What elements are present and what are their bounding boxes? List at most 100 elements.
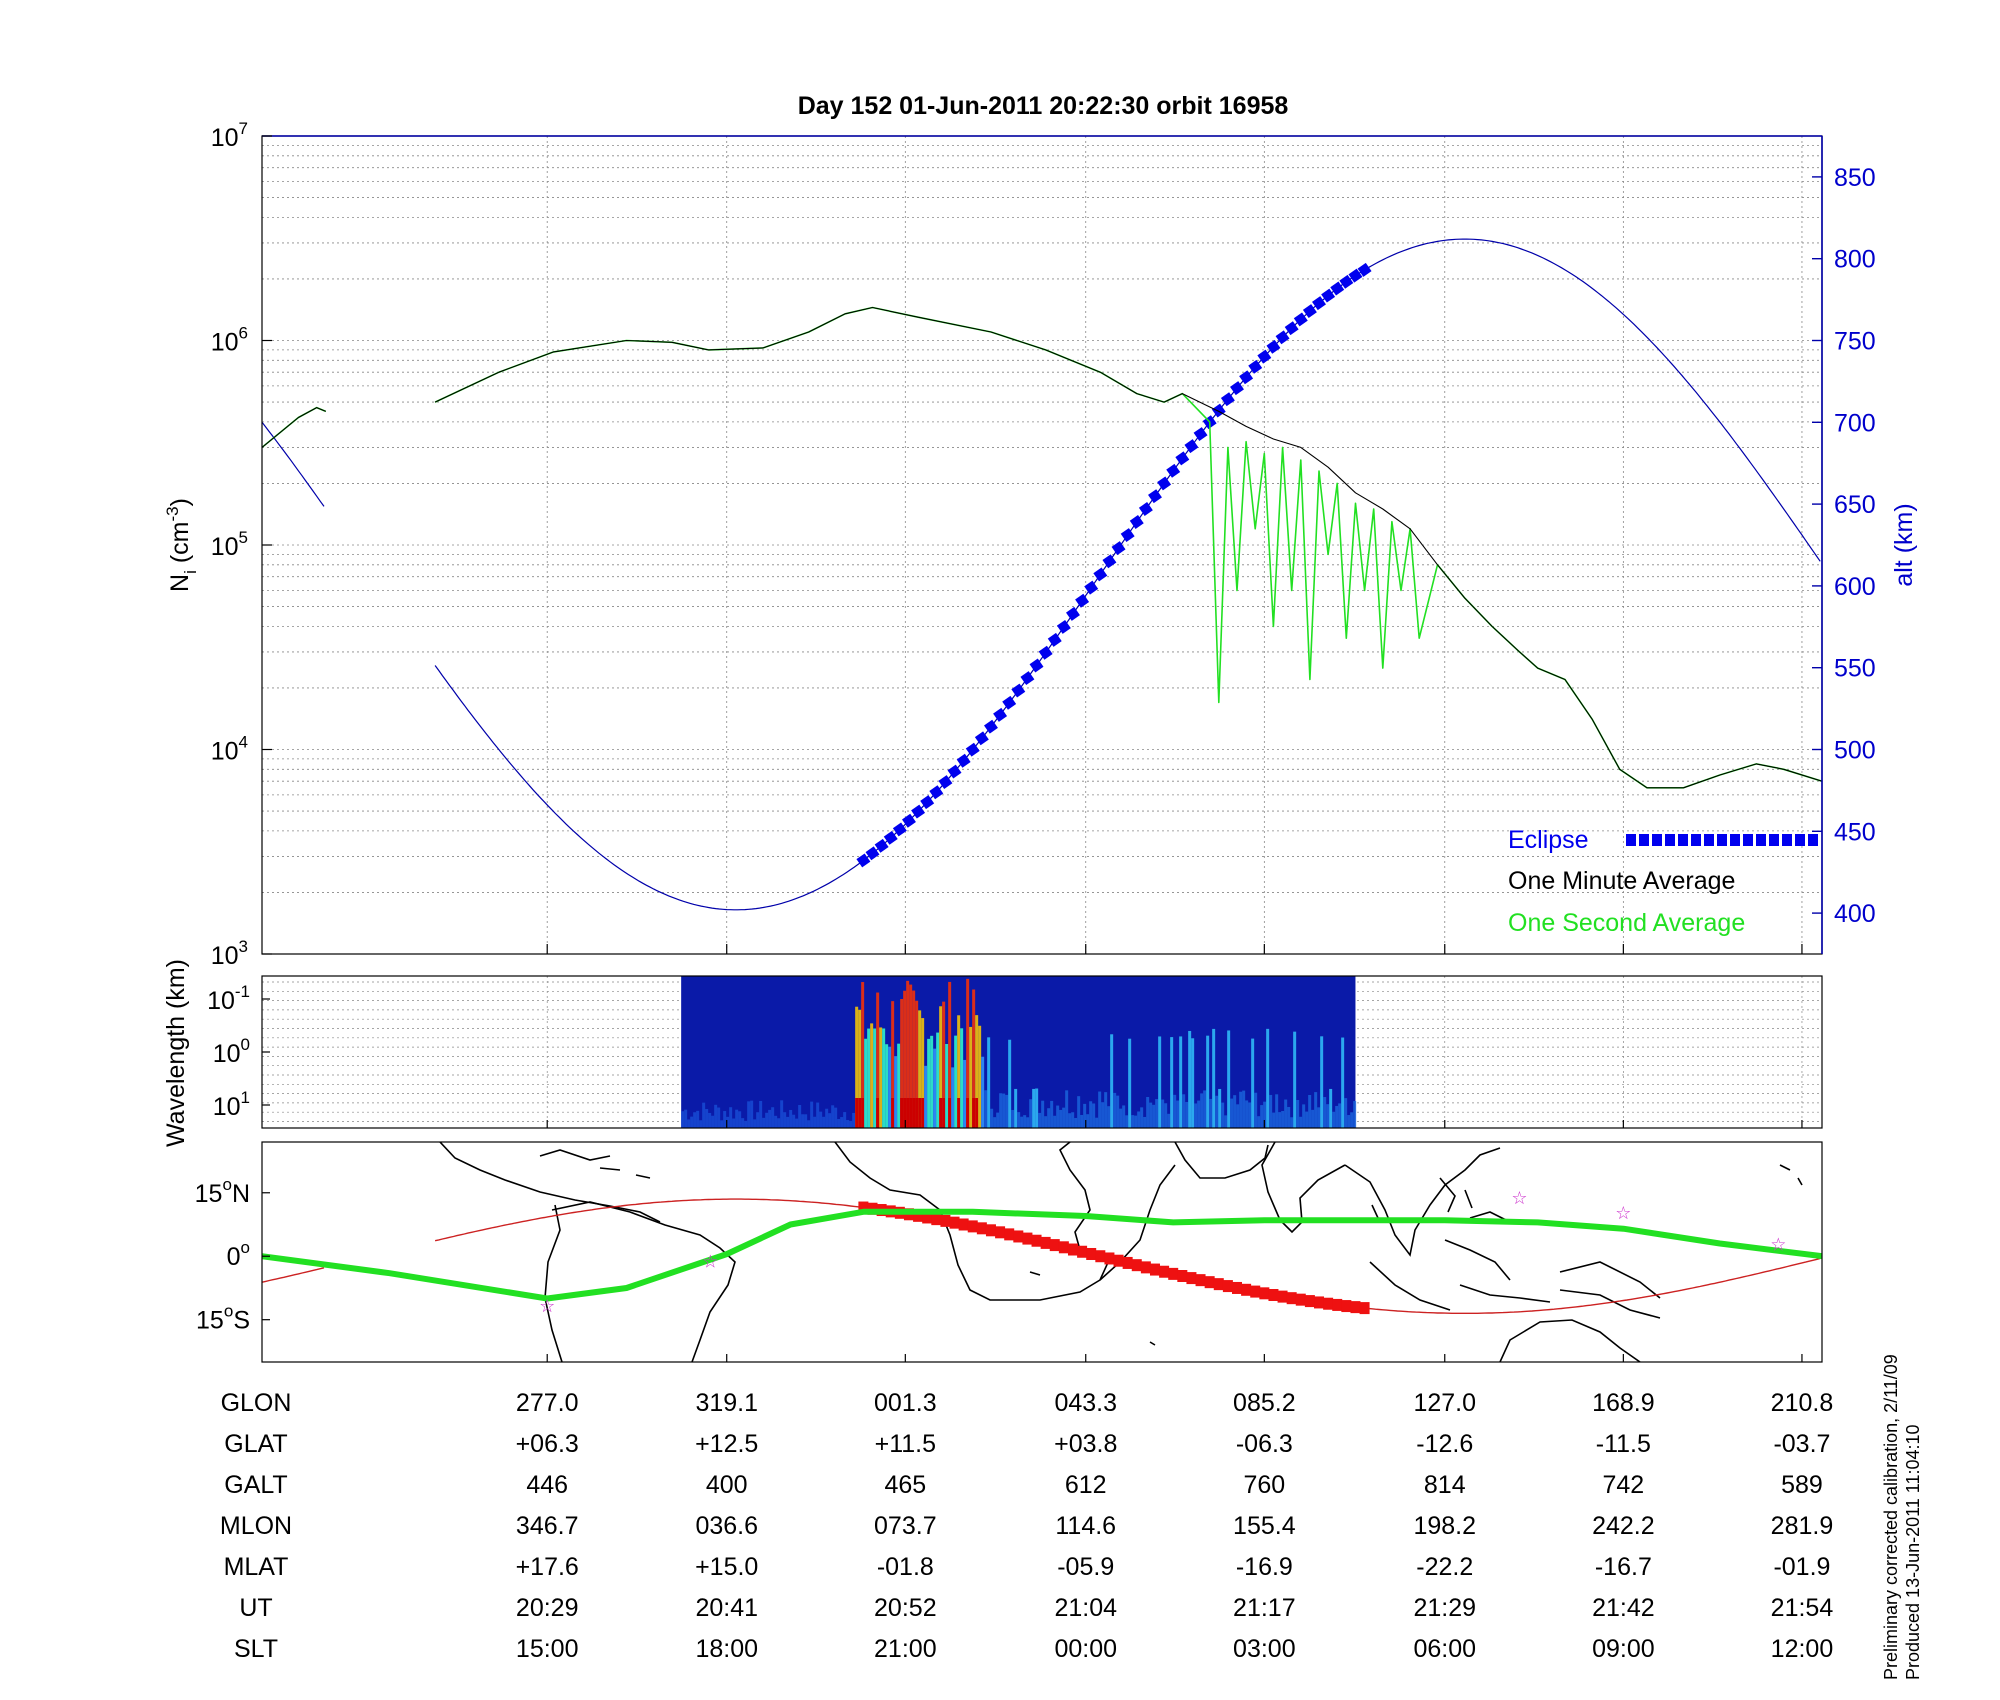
spectrogram-column xyxy=(816,1102,820,1128)
eclipse-marker xyxy=(874,838,889,853)
spectrogram-column xyxy=(801,1114,805,1128)
legend-eclipse-dot xyxy=(1769,834,1779,846)
spectrogram-column xyxy=(693,1112,697,1128)
spectrogram-column xyxy=(867,1028,871,1128)
one-minute-average-line xyxy=(262,306,1822,789)
eclipse-marker xyxy=(1047,632,1062,647)
spectrogram-column xyxy=(1248,1102,1252,1128)
spectrogram-column xyxy=(999,1093,1003,1128)
spectrogram-column xyxy=(717,1107,721,1128)
spectrogram-column xyxy=(948,981,952,1128)
map-eclipse-marker xyxy=(1159,1265,1170,1278)
altitude-segment xyxy=(262,421,325,507)
eclipse-marker xyxy=(1038,645,1053,660)
spectrogram-column xyxy=(810,1101,814,1128)
map-eclipse-marker xyxy=(1168,1267,1179,1280)
spectrogram-column xyxy=(909,984,913,1128)
map-eclipse-marker xyxy=(1213,1278,1224,1291)
spectrogram-column xyxy=(1110,1034,1114,1128)
spectrogram-column xyxy=(1155,1099,1159,1128)
density-panel: 103 104 105 106 107 400 450 500 550 600 650 700 750… xyxy=(163,119,1918,970)
spectrogram-column xyxy=(1335,1105,1339,1128)
spectrogram-column xyxy=(990,1108,994,1128)
spectrogram-column xyxy=(885,1044,889,1128)
spectrogram-column xyxy=(1035,1088,1039,1128)
spectrogram-column xyxy=(1338,1103,1342,1128)
spectrogram-column xyxy=(888,1046,892,1128)
legend-eclipse-dot xyxy=(1808,834,1818,846)
spectrogram-column xyxy=(1320,1036,1324,1128)
eclipse-marker xyxy=(911,804,926,819)
spectrogram-column xyxy=(1173,1094,1177,1128)
eclipse-marker xyxy=(856,853,871,868)
spectrogram-column xyxy=(1323,1097,1327,1128)
table-cell: 612 xyxy=(1065,1471,1107,1499)
spectrogram-column xyxy=(1296,1099,1300,1128)
spectrogram-column xyxy=(918,1010,922,1128)
spectrogram-column xyxy=(1275,1094,1279,1128)
spectrogram-column xyxy=(1341,1037,1345,1128)
spectrogram-column xyxy=(690,1116,694,1128)
spectrogram-column xyxy=(843,1112,847,1128)
map-eclipse-marker xyxy=(940,1214,951,1227)
table-cell: 589 xyxy=(1781,1471,1823,1499)
spectrogram-column xyxy=(882,1028,886,1128)
spectrogram-column-base xyxy=(921,1098,925,1128)
map-eclipse-marker xyxy=(1350,1301,1361,1314)
eclipse-marker xyxy=(984,719,998,734)
table-cell: 001.3 xyxy=(874,1389,937,1417)
spectrogram-column xyxy=(1263,1101,1267,1128)
spectrogram-column xyxy=(1029,1099,1033,1128)
spectrogram-column xyxy=(1023,1115,1027,1128)
spectrogram-column xyxy=(828,1113,832,1128)
eclipse-marker xyxy=(1129,515,1144,529)
spectrogram-column xyxy=(1134,1115,1138,1128)
map-eclipse-marker xyxy=(867,1202,878,1215)
spectrogram-column xyxy=(1125,1115,1129,1128)
spectrogram-column-base xyxy=(903,1098,907,1128)
eclipse-marker xyxy=(1312,296,1326,311)
spectrogram-column-base xyxy=(861,1098,865,1128)
left-tick-label: 105 xyxy=(211,528,248,561)
map-eclipse-marker xyxy=(1049,1239,1060,1252)
spectrogram-column xyxy=(969,1026,973,1128)
spectrogram-column xyxy=(1059,1109,1063,1128)
spectrogram-column xyxy=(795,1118,799,1128)
footnote: Preliminary corrected calibration, 2/11/… xyxy=(1880,1260,1924,1680)
table-cell: 21:42 xyxy=(1592,1594,1655,1622)
spectrogram-column xyxy=(1086,1114,1090,1128)
map-eclipse-marker xyxy=(1323,1297,1334,1310)
table-cell: +17.6 xyxy=(516,1553,579,1581)
footnote-line-2: Produced 13-Jun-2011 11:04:10 xyxy=(1903,1424,1923,1680)
spectrogram-column xyxy=(1227,1030,1231,1128)
spectrogram-column xyxy=(963,1059,967,1128)
spectrogram-column xyxy=(837,1119,841,1128)
table-cell: 20:29 xyxy=(516,1594,579,1622)
spectrogram-column-base xyxy=(918,1098,922,1128)
table-row-label: GALT xyxy=(224,1471,287,1499)
map-eclipse-marker xyxy=(1058,1241,1069,1254)
map-eclipse-marker xyxy=(1195,1274,1206,1287)
table-cell: -16.7 xyxy=(1595,1553,1652,1581)
spectrogram-column xyxy=(1194,1103,1198,1128)
map-eclipse-marker xyxy=(995,1226,1006,1239)
spectrogram-column xyxy=(927,1038,931,1128)
spectrogram-column xyxy=(1212,1028,1216,1128)
spectrogram-column xyxy=(1179,1036,1183,1128)
spectrogram-column xyxy=(939,1006,943,1128)
spectrogram-column xyxy=(1209,1098,1213,1128)
eclipse-marker xyxy=(1066,606,1080,621)
eclipse-marker xyxy=(993,707,1008,722)
eclipse-marker xyxy=(974,731,989,746)
right-tick-label: 750 xyxy=(1834,328,1876,356)
legend-eclipse-dot xyxy=(1639,834,1649,846)
spectrogram-column xyxy=(912,990,916,1128)
spectrogram-column xyxy=(1101,1102,1105,1128)
eclipse-marker xyxy=(1348,268,1363,283)
spec-tick-label: 10-1 xyxy=(207,982,250,1015)
map-eclipse-marker xyxy=(1022,1232,1033,1245)
map-eclipse-marker xyxy=(1314,1296,1325,1309)
eclipse-marker xyxy=(883,830,898,845)
legend-eclipse-dot xyxy=(1730,834,1740,846)
spectrogram-column xyxy=(1200,1093,1204,1128)
